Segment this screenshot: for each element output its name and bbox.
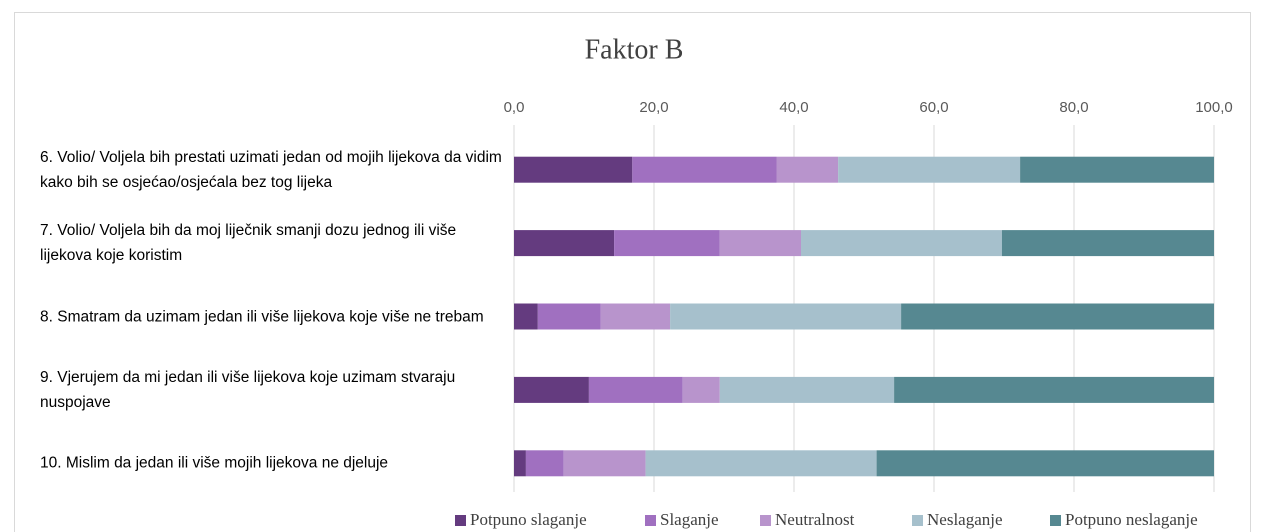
- bar-segment: [1020, 156, 1214, 183]
- legend-swatch: [455, 515, 466, 526]
- bar-segment: [838, 156, 1021, 183]
- legend-label: Neutralnost: [775, 510, 855, 529]
- bar-segment: [514, 450, 526, 477]
- bar-segment: [563, 450, 646, 477]
- category-label: 9. Vjerujem da mi jedan ili više lijekov…: [40, 368, 456, 411]
- bar-segment: [537, 303, 601, 330]
- category-label: 10. Mislim da jedan ili više mojih lijek…: [40, 454, 389, 472]
- bar-segment: [614, 230, 720, 257]
- legend-swatch: [1050, 515, 1061, 526]
- legend-swatch: [912, 515, 923, 526]
- bar-segment: [600, 303, 671, 330]
- bar-segment: [682, 376, 720, 403]
- bar-segment: [514, 376, 589, 403]
- category-label: 8. Smatram da uzimam jedan ili više lije…: [40, 308, 484, 325]
- x-tick-label: 60,0: [919, 99, 948, 116]
- x-tick-label: 100,0: [1195, 99, 1233, 116]
- bar-segment: [514, 230, 615, 257]
- x-tick-label: 0,0: [504, 99, 525, 116]
- category-label: 7. Volio/ Voljela bih da moj liječnik sm…: [40, 222, 457, 265]
- legend-label: Potpuno slaganje: [470, 510, 587, 529]
- x-tick-label: 80,0: [1059, 99, 1088, 116]
- legend-swatch: [760, 515, 771, 526]
- bar-segment: [719, 230, 801, 257]
- bar-segment: [901, 303, 1214, 330]
- bar-segment: [514, 156, 633, 183]
- bar-segment: [645, 450, 877, 477]
- bar-segment: [776, 156, 839, 183]
- bar-segment: [632, 156, 777, 183]
- bar-segment: [1001, 230, 1214, 257]
- bar-segment: [801, 230, 1002, 257]
- bar-segment: [588, 376, 683, 403]
- category-label: 6. Volio/ Voljela bih prestati uzimati j…: [40, 148, 502, 191]
- bar-segment: [514, 303, 538, 330]
- bar-segment: [670, 303, 902, 330]
- legend-swatch: [645, 515, 656, 526]
- x-tick-label: 40,0: [779, 99, 808, 116]
- x-tick-label: 20,0: [639, 99, 668, 116]
- bar-segment: [894, 376, 1214, 403]
- bar-segment: [876, 450, 1214, 477]
- legend-label: Potpuno neslaganje: [1065, 510, 1198, 529]
- chart-title: Faktor B: [585, 34, 684, 65]
- bar-segment: [525, 450, 564, 477]
- legend-label: Slaganje: [660, 510, 719, 529]
- bar-segment: [719, 376, 895, 403]
- chart-border: [14, 12, 1251, 532]
- legend-label: Neslaganje: [927, 510, 1003, 529]
